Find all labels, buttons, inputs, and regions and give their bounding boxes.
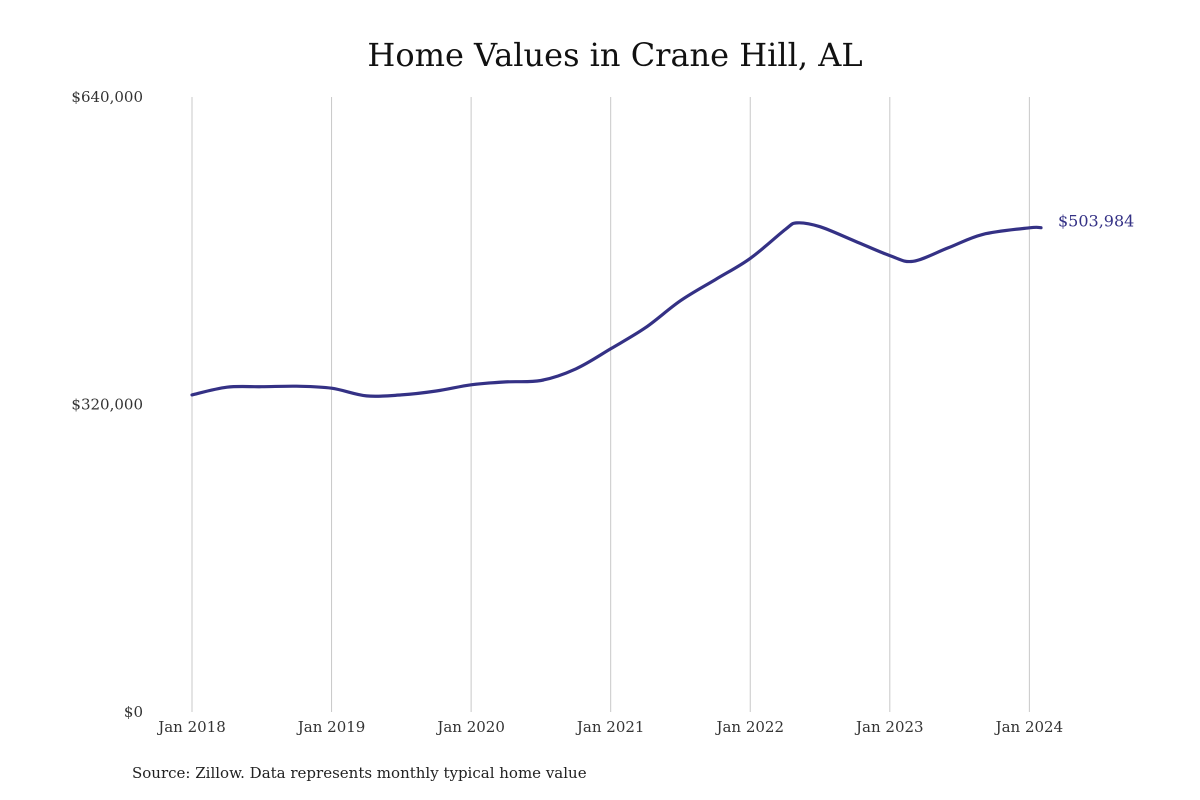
x-tick-label: Jan 2022: [714, 718, 784, 736]
series-layer: [190, 221, 1043, 398]
gridlines: [191, 97, 1030, 712]
y-axis-ticks: $0 $320,000 $640,000: [71, 88, 143, 721]
end-label-layer: $503,984: [1058, 212, 1134, 231]
y-tick-label: $320,000: [71, 396, 143, 414]
y-tick-label: $640,000: [71, 88, 143, 106]
x-tick-label: Jan 2021: [575, 718, 645, 736]
x-tick-label: Jan 2024: [994, 718, 1064, 736]
chart-title: Home Values in Crane Hill, AL: [367, 36, 863, 74]
y-tick-label: $0: [124, 703, 143, 721]
series-line-0: [190, 221, 1043, 398]
x-tick-label: Jan 2018: [156, 718, 226, 736]
x-axis-ticks: Jan 2018 Jan 2019 Jan 2020 Jan 2021 Jan 2022…: [156, 718, 1063, 736]
x-tick-label: Jan 2020: [435, 718, 505, 736]
end-value-label: $503,984: [1058, 212, 1134, 231]
source-note: Source: Zillow. Data represents monthly …: [132, 764, 587, 782]
x-tick-label: Jan 2019: [296, 718, 366, 736]
x-tick-label: Jan 2023: [854, 718, 924, 736]
